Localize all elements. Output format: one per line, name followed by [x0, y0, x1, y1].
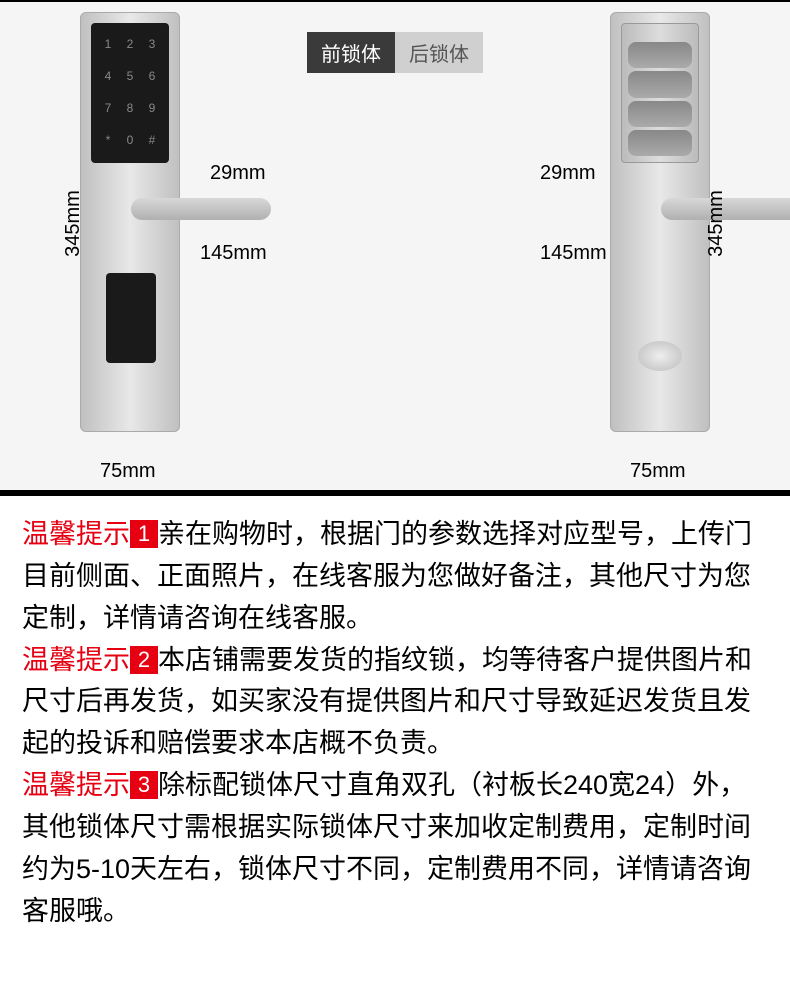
thumb-turn-icon — [638, 341, 682, 371]
back-lock-diagram: 345mm 29mm 145mm 75mm — [610, 12, 710, 432]
lock-side-tabs: 前锁体 后锁体 — [307, 32, 483, 73]
fingerprint-sensor-icon — [106, 273, 156, 363]
tip-1: 温馨提示1亲在购物时，根据门的参数选择对应型号，上传门目前侧面、正面照片，在线客… — [22, 514, 768, 640]
front-lock-diagram: 123 456 789 *0# 345mm 29mm 145mm 75mm — [80, 12, 180, 432]
dim-handle-length: 145mm — [200, 242, 267, 265]
tip-2: 温馨提示2本店铺需要发货的指纹锁，均等待客户提供图片和尺寸后再发货，如买家没有提… — [22, 640, 768, 766]
tip-label: 温馨提示 — [22, 519, 130, 549]
tip-number: 2 — [130, 646, 158, 674]
tip-label: 温馨提示 — [22, 770, 130, 800]
tip-number: 3 — [130, 771, 158, 799]
keypad: 123 456 789 *0# — [91, 23, 169, 163]
dim-height: 345mm — [62, 190, 85, 257]
dim-handle-length: 145mm — [540, 242, 607, 265]
dimension-diagram: 前锁体 后锁体 123 456 789 *0# 345mm 29mm 145mm… — [0, 0, 790, 490]
dim-width: 75mm — [630, 460, 686, 483]
handle-icon — [131, 198, 271, 220]
tip-3: 温馨提示3除标配锁体尺寸直角双孔（衬板长240宽24）外，其他锁体尺寸需根据实际… — [22, 765, 768, 932]
tip-number: 1 — [130, 520, 158, 548]
tip-label: 温馨提示 — [22, 645, 130, 675]
dim-handle-offset: 29mm — [210, 162, 266, 185]
tab-back[interactable]: 后锁体 — [395, 32, 483, 73]
dim-width: 75mm — [100, 460, 156, 483]
tab-front[interactable]: 前锁体 — [307, 32, 395, 73]
dim-handle-offset: 29mm — [540, 162, 596, 185]
dim-height: 345mm — [705, 190, 728, 257]
tips-section: 温馨提示1亲在购物时，根据门的参数选择对应型号，上传门目前侧面、正面照片，在线客… — [0, 490, 790, 950]
battery-compartment-icon — [621, 23, 699, 163]
